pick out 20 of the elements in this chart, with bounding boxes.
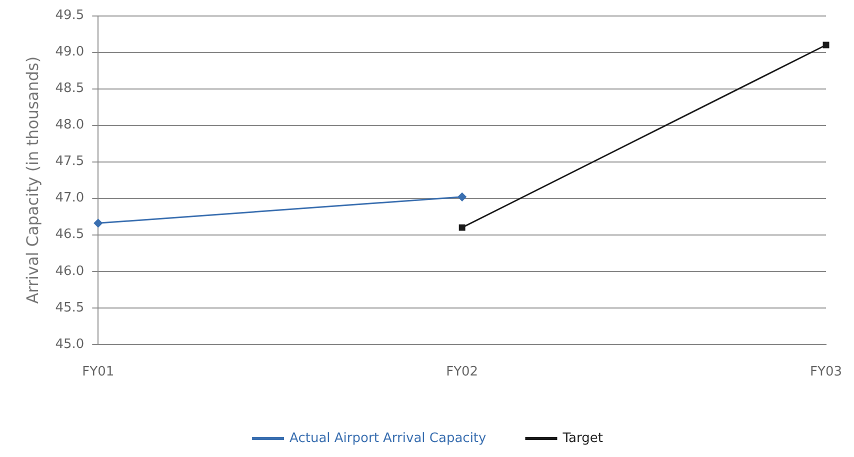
y-tick-label: 49.0	[55, 44, 84, 60]
legend-label: Actual Airport Arrival Capacity	[290, 430, 487, 446]
y-axis-title: Arrival Capacity (in thousands)	[22, 56, 42, 304]
y-tick-label: 46.5	[55, 227, 84, 242]
y-tick-label: 48.0	[55, 118, 84, 133]
y-tick-label: 48.5	[55, 81, 84, 96]
point	[458, 224, 466, 231]
point	[822, 42, 830, 48]
y-tick-label: 49.5	[55, 8, 84, 24]
x-tick-label: FY03	[810, 364, 842, 380]
y-tick-label: 45.5	[55, 300, 84, 316]
y-tick-label: 45.0	[55, 336, 84, 352]
x-tick-label: FY02	[446, 364, 478, 380]
x-tick-label: FY01	[82, 364, 114, 380]
point	[458, 192, 466, 202]
y-tick-label: 46.0	[55, 264, 84, 279]
point	[94, 218, 102, 228]
y-tick-label: 47.0	[55, 190, 84, 206]
y-tick-label: 47.5	[55, 154, 84, 170]
legend-label: Target	[562, 430, 603, 446]
